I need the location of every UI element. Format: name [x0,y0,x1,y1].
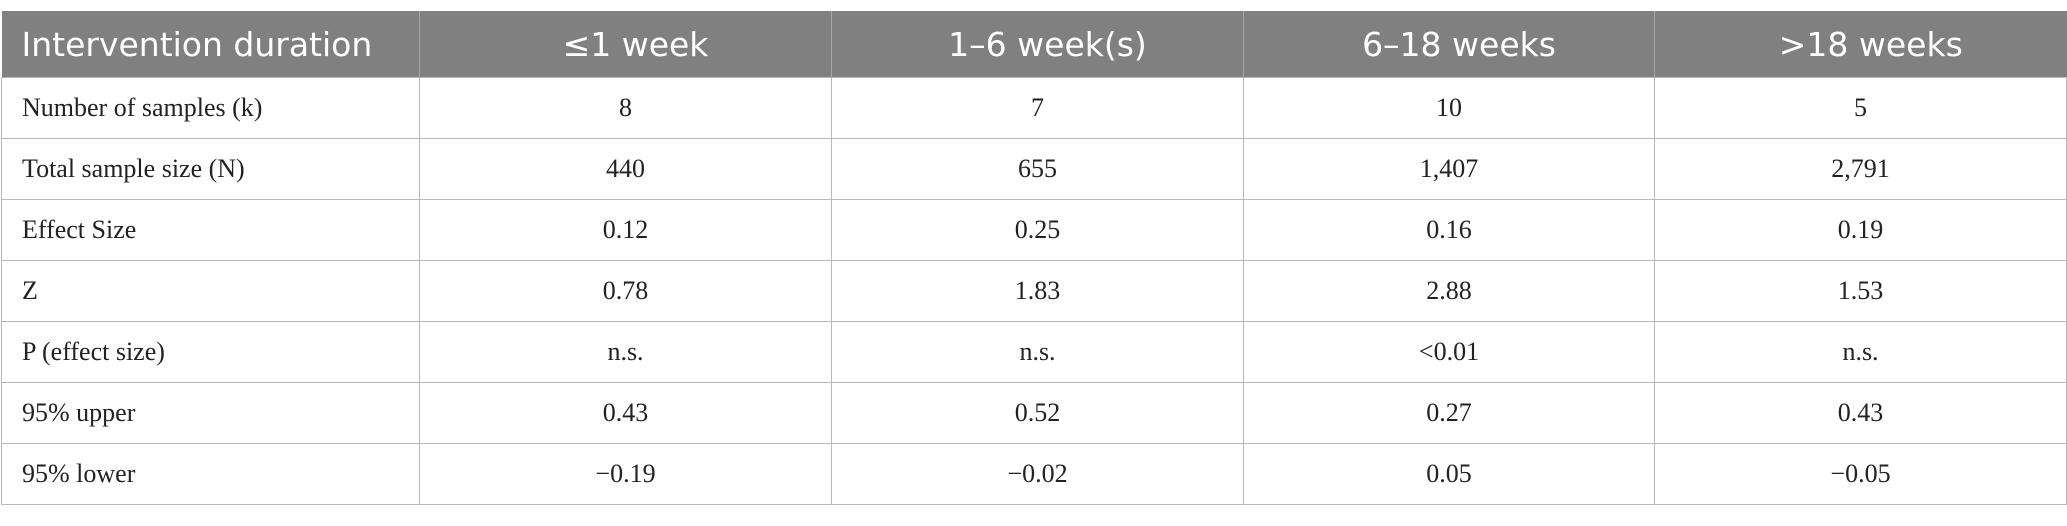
row-label: 95% lower [1,443,420,505]
header-cell: 6–18 weeks [1243,11,1655,78]
header-cell: ≤1 week [419,11,832,78]
cell: 1.83 [831,260,1244,322]
row-label: P (effect size) [1,321,420,383]
row-label: Effect Size [1,199,420,261]
row-label: Total sample size (N) [1,138,420,200]
header-cell: 1–6 week(s) [831,11,1244,78]
cell: n.s. [1654,321,2067,383]
cell: 1.53 [1654,260,2067,322]
cell: 0.25 [831,199,1244,261]
cell: 7 [831,77,1244,139]
cell: 0.16 [1243,199,1655,261]
cell: 0.19 [1654,199,2067,261]
cell: 2,791 [1654,138,2067,200]
cell: −0.19 [419,443,832,505]
cell: 1,407 [1243,138,1655,200]
cell: −0.05 [1654,443,2067,505]
cell: 8 [419,77,832,139]
cell: 0.12 [419,199,832,261]
table-body: Number of samples (k) 8 7 10 5 Total sample s… [1,77,2067,505]
table-row: Z 0.78 1.83 2.88 1.53 [1,260,2067,322]
cell: 0.27 [1243,382,1655,444]
header-cell: >18 weeks [1654,11,2067,78]
cell: n.s. [831,321,1244,383]
cell: 0.05 [1243,443,1655,505]
cell: −0.02 [831,443,1244,505]
data-table: Intervention duration ≤1 week 1–6 week(s) 6… [1,11,2067,505]
header-row: Intervention duration ≤1 week 1–6 week(s) 6… [1,11,2067,78]
cell: 440 [419,138,832,200]
row-label: Number of samples (k) [1,77,420,139]
table-row: Number of samples (k) 8 7 10 5 [1,77,2067,139]
table-row: Total sample size (N) 440 655 1,407 2,791 [1,138,2067,200]
cell: 2.88 [1243,260,1655,322]
table-row: Effect Size 0.12 0.25 0.16 0.19 [1,199,2067,261]
cell: 0.43 [419,382,832,444]
table-row: 95% lower −0.19 −0.02 0.05 −0.05 [1,443,2067,505]
cell: 5 [1654,77,2067,139]
cell: 655 [831,138,1244,200]
row-label: Z [1,260,420,322]
cell: 0.78 [419,260,832,322]
table-row: 95% upper 0.43 0.52 0.27 0.43 [1,382,2067,444]
row-label: 95% upper [1,382,420,444]
table-row: P (effect size) n.s. n.s. <0.01 n.s. [1,321,2067,383]
cell: 0.43 [1654,382,2067,444]
cell: 0.52 [831,382,1244,444]
cell: 10 [1243,77,1655,139]
header-cell: Intervention duration [1,11,420,78]
cell: <0.01 [1243,321,1655,383]
cell: n.s. [419,321,832,383]
